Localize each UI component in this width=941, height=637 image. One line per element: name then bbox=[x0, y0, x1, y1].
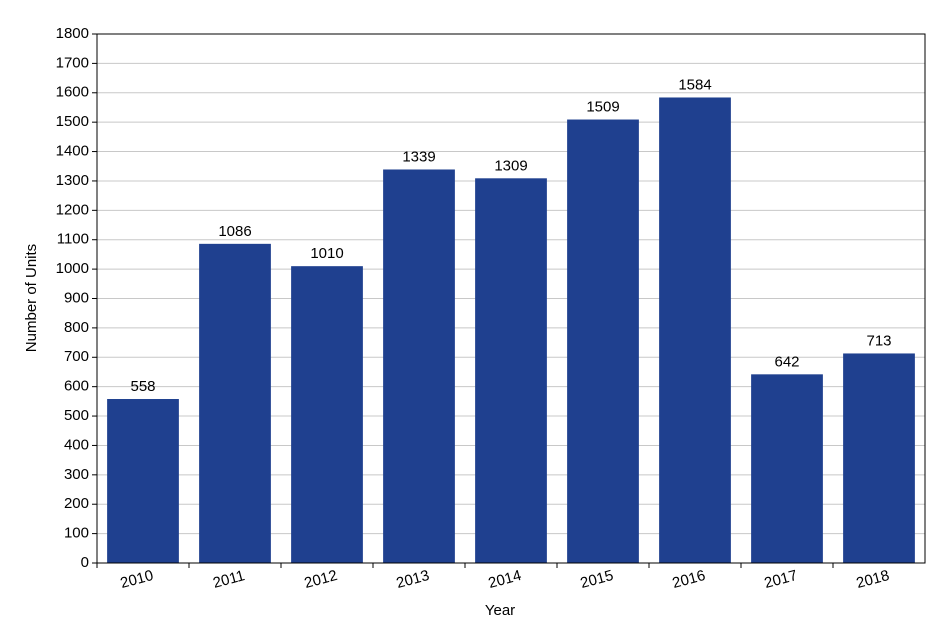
bar bbox=[475, 178, 547, 563]
y-tick-label: 1100 bbox=[57, 231, 89, 248]
bar bbox=[659, 97, 731, 563]
y-tick-label: 1500 bbox=[56, 113, 89, 130]
y-tick-label: 0 bbox=[81, 554, 89, 571]
data-label: 713 bbox=[866, 332, 891, 349]
data-label: 558 bbox=[130, 378, 155, 395]
bar bbox=[107, 399, 179, 563]
y-tick-label: 1200 bbox=[56, 201, 89, 218]
bar bbox=[383, 169, 455, 563]
data-label: 642 bbox=[774, 353, 799, 370]
x-tick-label: 2015 bbox=[579, 567, 616, 592]
y-tick-label: 100 bbox=[64, 525, 89, 542]
x-tick-label: 2016 bbox=[671, 567, 708, 592]
data-label: 1010 bbox=[310, 245, 343, 262]
x-tick-label: 2010 bbox=[119, 567, 156, 592]
y-axis-label: Number of Units bbox=[23, 244, 40, 352]
y-tick-label: 1300 bbox=[56, 172, 89, 189]
x-axis-label: Year bbox=[485, 602, 515, 619]
y-tick-label: 500 bbox=[64, 407, 89, 424]
bar bbox=[567, 119, 639, 563]
x-tick-label: 2018 bbox=[855, 567, 892, 592]
y-tick-label: 1000 bbox=[56, 260, 89, 277]
y-tick-label: 600 bbox=[64, 378, 89, 395]
x-tick-label: 2011 bbox=[211, 567, 247, 592]
y-tick-label: 200 bbox=[64, 495, 89, 512]
plot-border bbox=[96, 33, 926, 564]
bar bbox=[199, 243, 271, 563]
data-label: 1509 bbox=[586, 98, 619, 115]
y-tick-label: 1700 bbox=[56, 54, 89, 71]
bar bbox=[751, 374, 823, 563]
data-label: 1086 bbox=[218, 223, 251, 240]
y-tick-label: 900 bbox=[64, 289, 89, 306]
y-tick-label: 300 bbox=[64, 466, 89, 483]
data-label: 1309 bbox=[494, 157, 527, 174]
y-tick-label: 700 bbox=[64, 348, 89, 365]
data-label: 1584 bbox=[678, 76, 711, 93]
x-tick-label: 2013 bbox=[395, 567, 432, 592]
y-tick-label: 1600 bbox=[56, 84, 89, 101]
bar bbox=[843, 353, 915, 563]
y-tick-label: 1400 bbox=[56, 143, 89, 160]
y-tick-label: 400 bbox=[64, 436, 89, 453]
x-tick-label: 2014 bbox=[487, 567, 524, 592]
x-tick-label: 2012 bbox=[303, 567, 340, 592]
y-tick-label: 1800 bbox=[56, 25, 89, 42]
bar bbox=[291, 266, 363, 563]
y-tick-label: 800 bbox=[64, 319, 89, 336]
x-tick-label: 2017 bbox=[763, 567, 800, 592]
data-label: 1339 bbox=[402, 148, 435, 165]
